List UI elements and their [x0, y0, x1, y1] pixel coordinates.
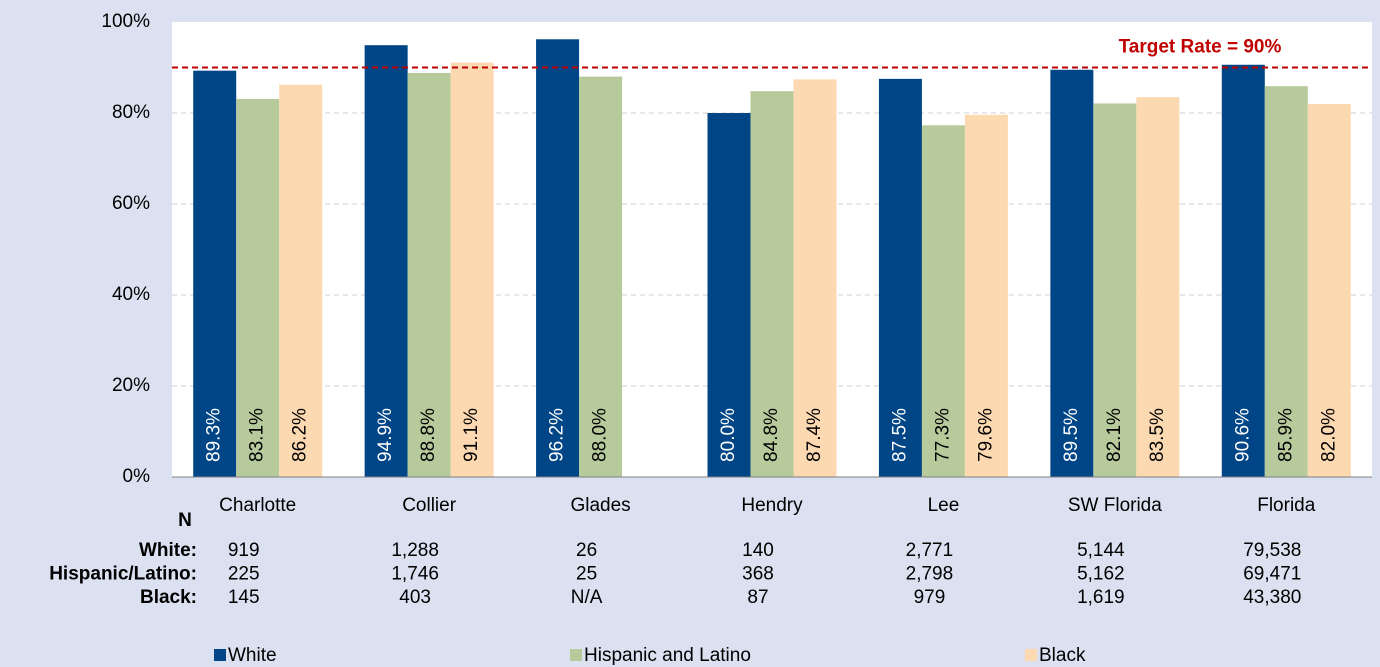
n-value: 140: [742, 540, 774, 561]
n-value: 79,538: [1243, 540, 1301, 561]
bar: [750, 91, 794, 477]
n-value: 5,144: [1077, 540, 1125, 561]
n-value: 225: [228, 564, 260, 585]
bar: [964, 114, 1008, 477]
value-label: 90.6%: [1232, 408, 1253, 462]
n-value: 368: [742, 564, 774, 585]
value-label: 79.6%: [975, 408, 996, 462]
n-value: 25: [576, 564, 597, 585]
bar: [407, 72, 451, 478]
value-label: 89.5%: [1061, 408, 1082, 462]
n-row-label: Hispanic/Latino:: [49, 564, 197, 585]
y-tick-label: 40%: [112, 284, 150, 305]
value-label: 87.5%: [889, 408, 910, 462]
x-tick-label: Florida: [1257, 495, 1316, 516]
value-label: 77.3%: [932, 408, 953, 462]
y-tick-label: 60%: [112, 193, 150, 214]
value-label: 89.3%: [204, 408, 225, 462]
legend-swatch: [1025, 649, 1037, 661]
value-label: 86.2%: [290, 408, 311, 462]
bar: [279, 84, 323, 477]
n-value: 1,746: [391, 564, 439, 585]
x-tick-label: Lee: [928, 495, 960, 516]
n-title: N: [178, 510, 192, 531]
n-value: 87: [747, 587, 768, 608]
bar: [793, 79, 837, 477]
bar: [450, 62, 494, 478]
n-value: 26: [576, 540, 597, 561]
x-tick-label: Charlotte: [219, 495, 296, 516]
y-tick-label: 20%: [112, 375, 150, 396]
x-tick-label: Collier: [402, 495, 457, 516]
bar: [236, 98, 280, 478]
legend-label: White: [228, 645, 277, 666]
value-label: 83.5%: [1147, 408, 1168, 462]
value-label: 94.9%: [375, 408, 396, 462]
bar: [1136, 97, 1180, 477]
legend-label: Black: [1039, 645, 1086, 666]
bar: [1050, 69, 1094, 478]
value-label: 83.1%: [247, 408, 268, 462]
value-label: 88.8%: [418, 408, 439, 462]
n-value: 1,619: [1077, 587, 1125, 608]
x-tick-label: Hendry: [741, 495, 803, 516]
value-label: 85.9%: [1275, 408, 1296, 462]
bar: [878, 78, 922, 477]
x-tick-label: SW Florida: [1068, 495, 1162, 516]
value-label: 80.0%: [718, 408, 739, 462]
n-value: 5,162: [1077, 564, 1125, 585]
bar: [579, 76, 623, 477]
bar: [1264, 86, 1308, 477]
bar: [921, 125, 965, 477]
legend-label: Hispanic and Latino: [584, 645, 751, 666]
legend-swatch: [570, 649, 582, 661]
n-value: 403: [399, 587, 431, 608]
bar: [536, 39, 580, 477]
n-row-label: White:: [139, 540, 197, 561]
target-label: Target Rate = 90%: [1119, 37, 1282, 58]
n-value: 2,798: [906, 564, 954, 585]
y-tick-label: 0%: [123, 466, 151, 487]
bar: [1093, 103, 1137, 477]
n-row-label: Black:: [140, 587, 197, 608]
value-label: 96.2%: [547, 408, 568, 462]
y-tick-label: 80%: [112, 102, 150, 123]
n-value: 43,380: [1243, 587, 1301, 608]
legend-swatch: [214, 649, 226, 661]
n-value: 979: [914, 587, 946, 608]
value-label: 82.1%: [1104, 408, 1125, 462]
x-tick-label: Glades: [570, 495, 630, 516]
n-value: 2,771: [906, 540, 954, 561]
n-value: 145: [228, 587, 260, 608]
y-tick-label: 100%: [101, 11, 150, 32]
value-label: 87.4%: [804, 408, 825, 462]
value-label: 91.1%: [461, 408, 482, 462]
bar: [193, 70, 237, 477]
value-label: 84.8%: [761, 408, 782, 462]
bar: [1307, 103, 1351, 478]
n-value: N/A: [571, 587, 603, 608]
value-label: 88.0%: [590, 408, 611, 462]
n-value: 69,471: [1243, 564, 1301, 585]
bar: [1221, 64, 1265, 478]
bar: [707, 113, 751, 477]
value-label: 82.0%: [1318, 408, 1339, 462]
n-value: 919: [228, 540, 260, 561]
n-value: 1,288: [391, 540, 439, 561]
bar: [364, 45, 408, 478]
